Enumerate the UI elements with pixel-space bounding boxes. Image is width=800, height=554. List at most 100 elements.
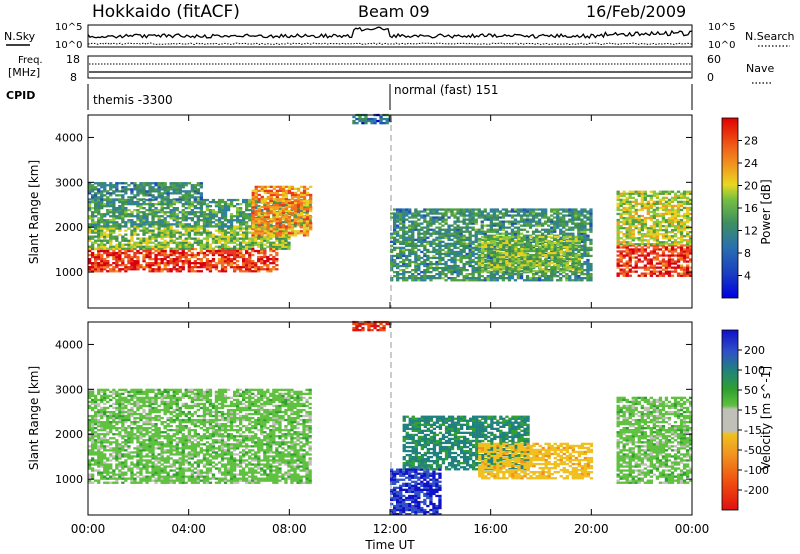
heatmap-cell-r8 bbox=[616, 208, 620, 212]
heatmap-cell-r4 bbox=[145, 190, 149, 193]
heatmap-cell-r1 bbox=[242, 233, 246, 236]
heatmap-cell-r3 bbox=[284, 191, 289, 195]
heatmap-cell-r0 bbox=[142, 266, 146, 269]
heatmap-cell-r2 bbox=[133, 203, 137, 206]
heatmap-cell-r1 bbox=[248, 239, 252, 242]
heatmap-cell-r7 bbox=[622, 256, 626, 259]
heatmap-cell-r5 bbox=[432, 216, 436, 219]
heatmap-cell-r2 bbox=[229, 201, 234, 204]
heatmap-cell-r0 bbox=[175, 255, 179, 259]
heatmap-cell-r6 bbox=[514, 260, 518, 263]
heatmap-cell-r1 bbox=[239, 243, 243, 246]
heatmap-cell-r5 bbox=[420, 250, 424, 254]
heatmap-cell-r6 bbox=[556, 253, 560, 257]
heatmap-cell-r6 bbox=[481, 260, 485, 263]
heatmap-cell-r1 bbox=[88, 247, 92, 250]
heatmap-cell-r5 bbox=[432, 210, 436, 213]
heatmap-cell-r0 bbox=[112, 249, 116, 253]
heatmap-cell-r2 bbox=[100, 217, 104, 220]
heatmap-cell-r0 bbox=[248, 264, 252, 267]
heatmap-cell-r4 bbox=[112, 190, 116, 193]
heatmap-cell-r5 bbox=[562, 275, 566, 278]
heatmap-cell-r1 bbox=[166, 227, 170, 230]
heatmap-cell-r6 bbox=[565, 266, 569, 269]
heatmap-cell-r5 bbox=[480, 212, 484, 215]
heatmap-cell-r5 bbox=[396, 238, 400, 241]
heatmap-cell-r5 bbox=[441, 224, 445, 227]
heatmap-cell-r5 bbox=[453, 262, 457, 266]
heatmap-cell-r2 bbox=[121, 209, 125, 212]
heatmap-cell-r5 bbox=[565, 214, 569, 217]
heatmap-cell-r4 bbox=[172, 182, 176, 185]
heatmap-cell-r2 bbox=[181, 205, 185, 208]
heatmap-cell-r7 bbox=[643, 248, 647, 251]
heatmap-cell-r2 bbox=[151, 203, 155, 206]
heatmap-cell-r5 bbox=[414, 266, 418, 270]
heatmap-cell-r0 bbox=[272, 260, 276, 263]
heatmap-cell-r0 bbox=[272, 262, 276, 265]
heatmap-cell-r6 bbox=[514, 268, 518, 271]
heatmap-cell-r5 bbox=[495, 232, 499, 235]
heatmap-cell-r5 bbox=[583, 269, 587, 272]
heatmap-cell-r6 bbox=[547, 264, 551, 267]
heatmap-cell-r5 bbox=[456, 240, 460, 243]
heatmap-cell-r5 bbox=[559, 220, 563, 223]
heatmap-cell-r5 bbox=[489, 210, 493, 213]
heatmap-cell-r4 bbox=[190, 196, 194, 199]
heatmap-cell-r5 bbox=[459, 214, 463, 217]
heatmap-cell-r1 bbox=[275, 227, 279, 230]
heatmap-cell-r5 bbox=[486, 236, 490, 239]
heatmap-cell-r3 bbox=[275, 197, 279, 201]
heatmap-cell-r5 bbox=[501, 216, 505, 219]
heatmap-cell-r1 bbox=[115, 247, 119, 250]
heatmap-cell-r2 bbox=[154, 211, 158, 214]
heatmap-cell-r7 bbox=[634, 252, 638, 255]
heatmap-cell-r6 bbox=[562, 268, 566, 271]
heatmap-cell-r4 bbox=[127, 196, 131, 199]
heatmap-cell-r4 bbox=[160, 192, 164, 195]
heatmap-cell-r5 bbox=[438, 230, 442, 233]
heatmap-cell-r5 bbox=[447, 264, 451, 268]
heatmap-cell-r3 bbox=[269, 191, 273, 195]
heatmap-cell-r5 bbox=[559, 216, 563, 219]
heatmap-cell-r6 bbox=[517, 251, 521, 255]
heatmap-cell-r6 bbox=[493, 235, 497, 238]
heatmap-cell-r0 bbox=[208, 270, 213, 273]
heatmap-cell-r5 bbox=[516, 256, 521, 260]
heatmap-cell-r0 bbox=[205, 268, 210, 271]
heatmap-cell-r0 bbox=[226, 253, 231, 257]
heatmap-cell-r2 bbox=[172, 209, 176, 212]
heatmap-cell-r5 bbox=[462, 264, 466, 268]
heatmap-cell-r5 bbox=[562, 218, 566, 221]
heatmap-cell-r5 bbox=[435, 256, 439, 260]
heatmap-cell-r4 bbox=[193, 192, 197, 195]
heatmap-cell-r1 bbox=[236, 227, 240, 230]
heatmap-cell-r2 bbox=[172, 217, 176, 220]
heatmap-cell-r3 bbox=[275, 232, 279, 235]
heatmap-cell-r2 bbox=[242, 219, 246, 222]
heatmap-cell-r5 bbox=[510, 216, 515, 219]
heatmap-cell-r6 bbox=[568, 237, 572, 241]
heatmap-cell-r5 bbox=[396, 214, 400, 217]
heatmap-cell-r1 bbox=[202, 227, 207, 230]
heatmap-cell-r6 bbox=[481, 268, 485, 271]
heatmap-cell-r1 bbox=[184, 231, 188, 234]
heatmap-cell-r5 bbox=[550, 273, 554, 276]
heatmap-cell-r5 bbox=[441, 234, 445, 237]
heatmap-cell-r1 bbox=[205, 245, 210, 248]
heatmap-cell-r1 bbox=[236, 243, 240, 246]
heatmap-cell-r7 bbox=[643, 274, 647, 277]
heatmap-cell-r6 bbox=[496, 258, 500, 261]
heatmap-cell-r1 bbox=[130, 243, 134, 246]
heatmap-cell-r5 bbox=[420, 236, 424, 239]
heatmap-cell-r7 bbox=[634, 270, 638, 273]
heatmap-cell-r2 bbox=[112, 211, 116, 214]
heatmap-cell-r3 bbox=[299, 193, 304, 197]
heatmap-cell-r6 bbox=[562, 262, 566, 265]
heatmap-cell-r1 bbox=[142, 233, 146, 236]
heatmap-cell-r0 bbox=[109, 264, 113, 267]
heatmap-cell-r7 bbox=[646, 268, 650, 271]
heatmap-cell-r6 bbox=[562, 258, 566, 261]
heatmap-cell-r5 bbox=[396, 230, 400, 233]
heatmap-cell-r6 bbox=[574, 264, 578, 267]
